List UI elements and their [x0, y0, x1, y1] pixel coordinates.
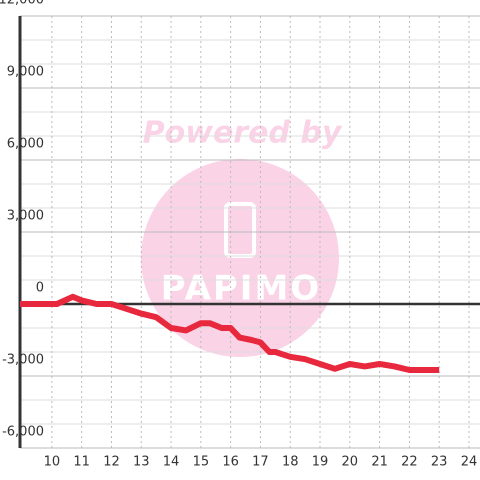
x-tick-label: 13: [133, 455, 150, 470]
x-tick-label: 19: [312, 455, 329, 470]
x-tick-label: 12: [103, 455, 120, 470]
x-tick-label: 10: [44, 455, 61, 470]
x-tick-label: 20: [342, 455, 359, 470]
x-tick-label: 11: [73, 455, 90, 470]
x-tick-label: 15: [193, 455, 210, 470]
y-tick-label: -3,000: [2, 353, 44, 368]
data-line: [20, 293, 440, 373]
y-tick-label: 0: [36, 281, 44, 296]
watermark-text: Powered by: [143, 116, 343, 151]
x-tick-label: 21: [371, 455, 388, 470]
y-tick-label: 6,000: [7, 137, 44, 152]
x-tick-label: 22: [401, 455, 418, 470]
x-tick-label: 23: [431, 455, 448, 470]
x-tick-label: 14: [163, 455, 180, 470]
x-tick-label: 17: [252, 455, 269, 470]
y-tick-label: -6,000: [2, 425, 44, 440]
y-tick-label: 3,000: [7, 209, 44, 224]
x-tick-label: 24: [461, 455, 478, 470]
x-tick-label: 16: [222, 455, 239, 470]
watermark-logo: PAPIMO: [161, 269, 321, 309]
x-tick-label: 18: [282, 455, 299, 470]
y-tick-label: 9,000: [7, 65, 44, 80]
y-tick-label: 12,000: [0, 0, 44, 8]
